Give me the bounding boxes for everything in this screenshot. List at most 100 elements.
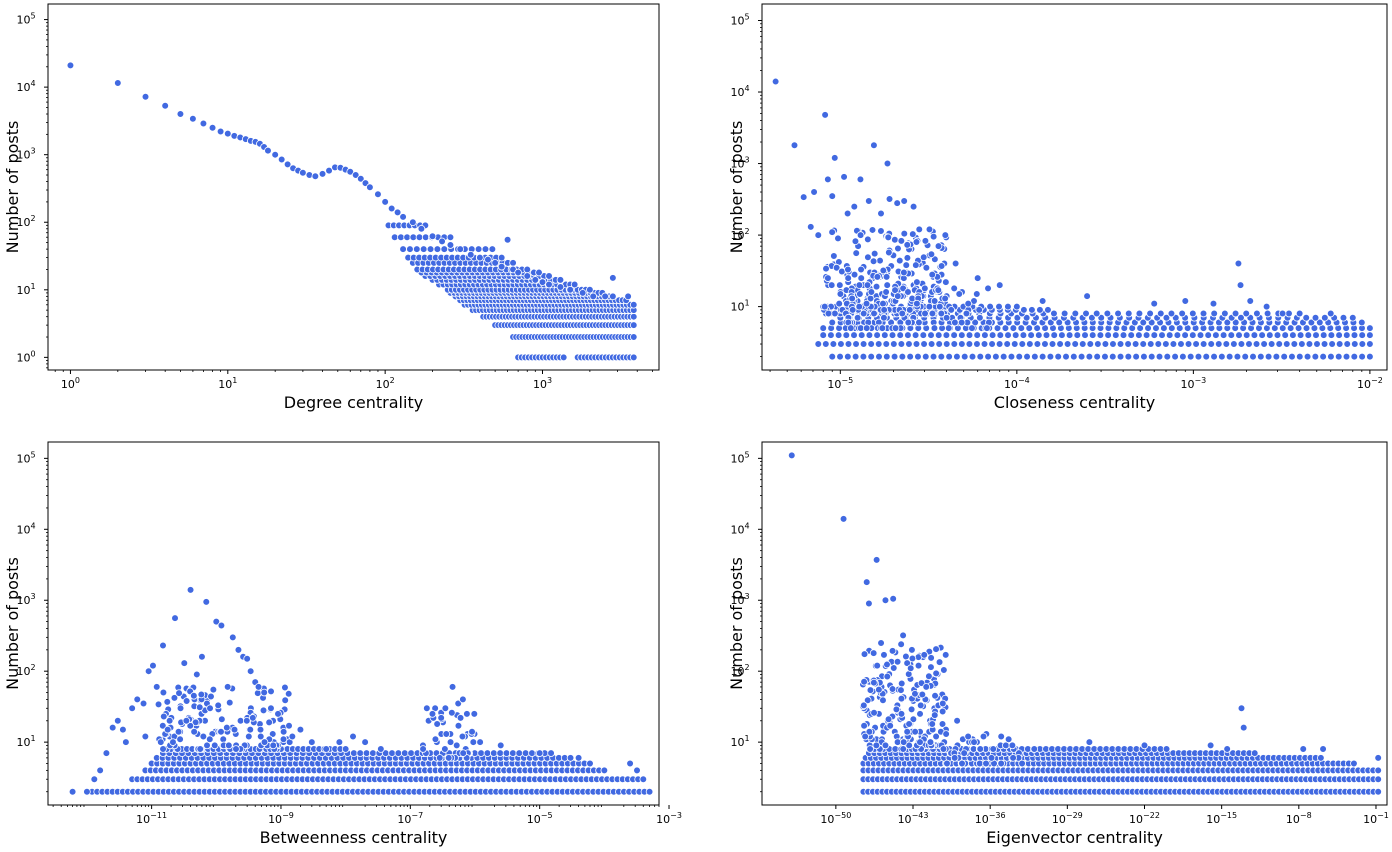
band-point	[1288, 352, 1296, 361]
x-axis-label: Eigenvector centrality	[986, 828, 1163, 847]
band-point	[1010, 340, 1019, 348]
cluster-point	[915, 318, 923, 327]
x-tick-label: 103	[533, 376, 552, 391]
data-point	[433, 720, 441, 728]
data-point	[438, 237, 446, 246]
band-point	[1156, 309, 1165, 318]
chart-eigenvector-centrality: 10−50 10−43 10−36 10−29 10−22 10−15 10−8 10−1 10…	[727, 441, 1389, 847]
data-point	[538, 278, 547, 286]
cluster-point	[937, 309, 946, 318]
band-point	[897, 340, 906, 348]
cluster-point	[950, 754, 959, 762]
band-point	[819, 331, 828, 339]
data-point	[193, 670, 201, 679]
data-point	[223, 683, 232, 691]
data-point	[325, 166, 333, 175]
band-point	[837, 340, 845, 348]
band-point	[1339, 313, 1348, 322]
band-point	[407, 749, 415, 757]
data-point	[299, 168, 307, 177]
plot-frame	[761, 3, 1388, 371]
band-point	[1223, 318, 1232, 327]
data-point	[165, 716, 174, 725]
data-point	[234, 646, 243, 654]
band-point	[976, 352, 985, 361]
cluster-point	[446, 738, 455, 746]
band-point	[523, 265, 532, 274]
cluster-point	[850, 270, 859, 279]
cluster-point	[859, 309, 868, 318]
data-point	[381, 198, 389, 206]
data-point	[1030, 745, 1039, 753]
x-tick-label: 10−9	[268, 811, 294, 826]
band-point	[1086, 340, 1095, 348]
data-point	[899, 631, 907, 640]
cluster-point	[922, 263, 931, 272]
band-point	[1036, 306, 1044, 314]
cluster-point	[860, 701, 868, 710]
band-point	[1146, 309, 1154, 318]
cluster-point	[853, 313, 862, 322]
cluster-point	[916, 738, 924, 746]
cluster-point	[972, 290, 981, 298]
data-point	[128, 704, 136, 713]
band-point	[1366, 340, 1374, 348]
band-point	[1374, 766, 1382, 775]
band-point	[1189, 309, 1197, 318]
band-point	[1231, 309, 1240, 318]
band-point	[988, 340, 996, 348]
band-point	[1358, 331, 1366, 339]
band-point	[1319, 331, 1328, 339]
cluster-point	[169, 738, 177, 746]
band-point	[1278, 324, 1287, 332]
y-tick-label: 105	[16, 12, 35, 27]
band-point	[629, 312, 638, 321]
band-point	[1023, 352, 1031, 361]
band-point	[986, 302, 994, 311]
band-point	[814, 340, 823, 348]
cluster-point	[927, 654, 935, 662]
data-point	[1223, 745, 1231, 753]
cluster-point	[225, 698, 234, 707]
y-tick-label: 102	[730, 227, 749, 242]
band-point	[829, 340, 838, 348]
data-point	[374, 190, 382, 199]
band-point	[1058, 331, 1066, 339]
band-point	[1260, 340, 1268, 348]
data-point	[1085, 738, 1094, 746]
band-point	[1073, 331, 1082, 339]
data-point	[229, 633, 237, 642]
cluster-point	[170, 694, 179, 702]
data-point	[609, 274, 617, 282]
cluster-point	[955, 290, 964, 298]
band-point	[1146, 340, 1155, 348]
data-point	[856, 175, 865, 184]
band-point	[1116, 340, 1125, 348]
data-point	[922, 683, 931, 691]
cluster-point	[197, 690, 206, 699]
band-point	[509, 749, 517, 757]
data-point	[152, 683, 161, 691]
band-point	[1295, 309, 1304, 318]
x-tick-label: 10−2	[1357, 376, 1383, 391]
band-point	[904, 331, 912, 339]
cluster-point	[941, 294, 949, 303]
band-point	[1018, 340, 1027, 348]
band-point	[515, 749, 524, 757]
cluster-point	[918, 690, 927, 699]
data-point	[356, 174, 365, 183]
band-point	[1313, 340, 1321, 348]
band-point	[1192, 340, 1200, 348]
band-point	[1237, 313, 1245, 322]
cluster-point	[182, 716, 191, 725]
band-point	[1022, 313, 1031, 322]
cluster-point	[928, 309, 937, 318]
band-point	[981, 331, 989, 339]
cluster-point	[219, 735, 228, 744]
band-point	[639, 775, 648, 784]
band-point	[945, 352, 953, 361]
cluster-point	[883, 672, 892, 681]
band-point	[1026, 340, 1034, 348]
band-point	[426, 245, 435, 253]
cluster-point	[873, 273, 882, 281]
